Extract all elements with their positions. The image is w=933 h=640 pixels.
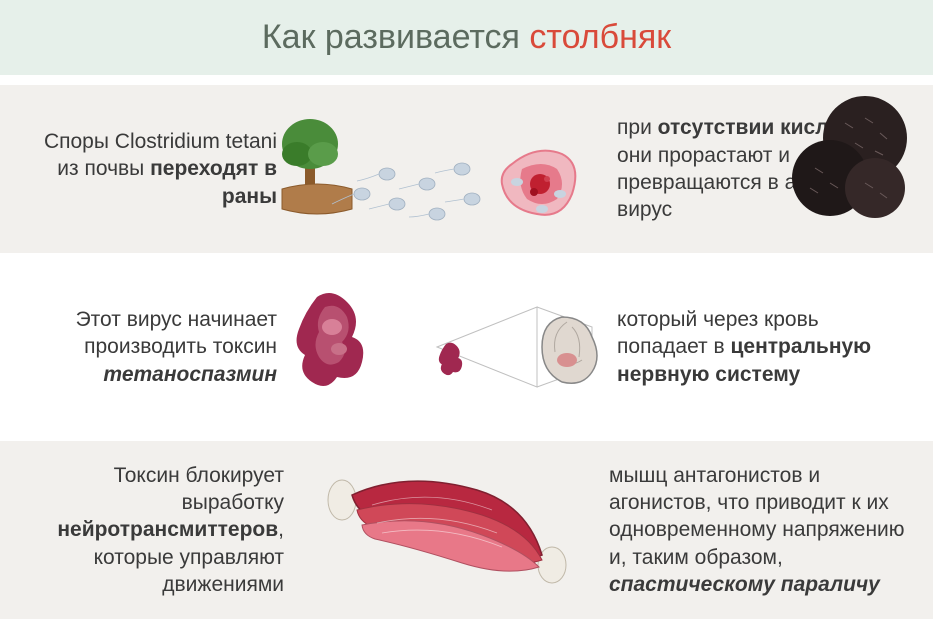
- header-bar: Как развивается столбняк: [0, 0, 933, 75]
- row1-right-pre: при: [617, 116, 658, 139]
- row2-illustration: [277, 277, 617, 417]
- row3-left-pre: Токсин блокирует выработку: [114, 464, 284, 514]
- row3-left-text: Токсин блокирует выработку нейротрансмит…: [24, 462, 284, 598]
- title-main: Как развивается: [262, 18, 530, 56]
- row3-right-bolditalic: спастическому параличу: [609, 573, 880, 596]
- spores-svg: [277, 99, 617, 239]
- row2-left-text: Этот вирус начинает производить токсин т…: [24, 306, 277, 388]
- brain-svg: [427, 277, 617, 417]
- bacteria-circles-icon: [775, 93, 915, 233]
- divider: [0, 75, 933, 85]
- row2-right-text: который через кровь попадает в центральн…: [617, 306, 909, 388]
- row3-illustration: [284, 455, 609, 605]
- row1-left-bold: переходят в раны: [150, 157, 277, 207]
- row3-right-text: мышц антагонистов и агонистов, что приво…: [609, 462, 909, 598]
- row-muscle: Токсин блокирует выработку нейротрансмит…: [0, 441, 933, 619]
- row1-illustration: [277, 99, 617, 239]
- title-accent: столбняк: [529, 18, 671, 56]
- row1-left-text: Споры Clostridium tetani из почвы перехо…: [24, 128, 277, 210]
- row3-right-pre: мышц антагонистов и агонистов, что приво…: [609, 464, 905, 569]
- row2-left-bolditalic: тетаноспазмин: [103, 363, 277, 386]
- toxin-svg: [277, 277, 407, 417]
- row3-left-bold: нейротрансмиттеров: [57, 518, 278, 541]
- row-toxin: Этот вирус начинает производить токсин т…: [0, 263, 933, 431]
- divider: [0, 253, 933, 263]
- row2-left-pre: Этот вирус начинает производить токсин: [76, 308, 277, 358]
- page-title: Как развивается столбняк: [0, 18, 933, 57]
- divider: [0, 431, 933, 441]
- muscle-svg: [317, 455, 577, 605]
